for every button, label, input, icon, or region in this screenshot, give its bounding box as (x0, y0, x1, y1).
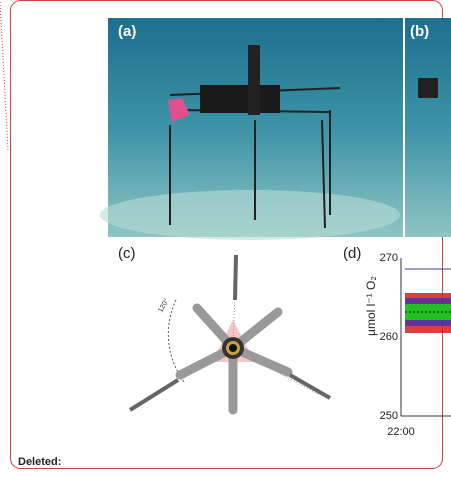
y-tick-label: 260 (380, 331, 398, 343)
panel-label: (c) (118, 245, 136, 262)
y-tick-label: 270 (380, 252, 398, 264)
sensor-diagram (130, 255, 330, 410)
panel-label: (d) (343, 245, 361, 262)
x-tick-label: 22:00 (387, 426, 415, 438)
angle-label: 120° (156, 297, 170, 314)
photo-a (100, 18, 403, 240)
panel-label: (b) (410, 23, 429, 40)
y-tick-label: 250 (380, 410, 398, 422)
panel-label: (a) (118, 23, 136, 40)
comment-label: Deleted: (18, 456, 61, 468)
axis-label: µmol l⁻¹ O₂ (364, 276, 378, 336)
photo-b (405, 18, 451, 237)
connector-line (0, 2, 8, 150)
page: (a) (b) (c) 120° (d) µmol l⁻¹ O₂ 270 (0, 0, 451, 477)
data-trace (405, 293, 451, 333)
